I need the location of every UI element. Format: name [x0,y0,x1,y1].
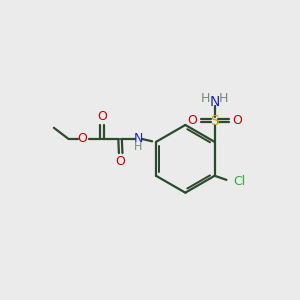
Text: O: O [232,114,242,127]
Text: H: H [201,92,211,105]
Text: N: N [134,133,143,146]
Text: H: H [219,92,228,105]
Text: H: H [134,142,142,152]
Text: N: N [209,95,220,110]
Text: O: O [188,114,197,127]
Text: O: O [97,110,107,123]
Text: O: O [77,133,87,146]
Text: Cl: Cl [233,175,245,188]
Text: S: S [210,114,219,128]
Text: O: O [116,154,126,167]
